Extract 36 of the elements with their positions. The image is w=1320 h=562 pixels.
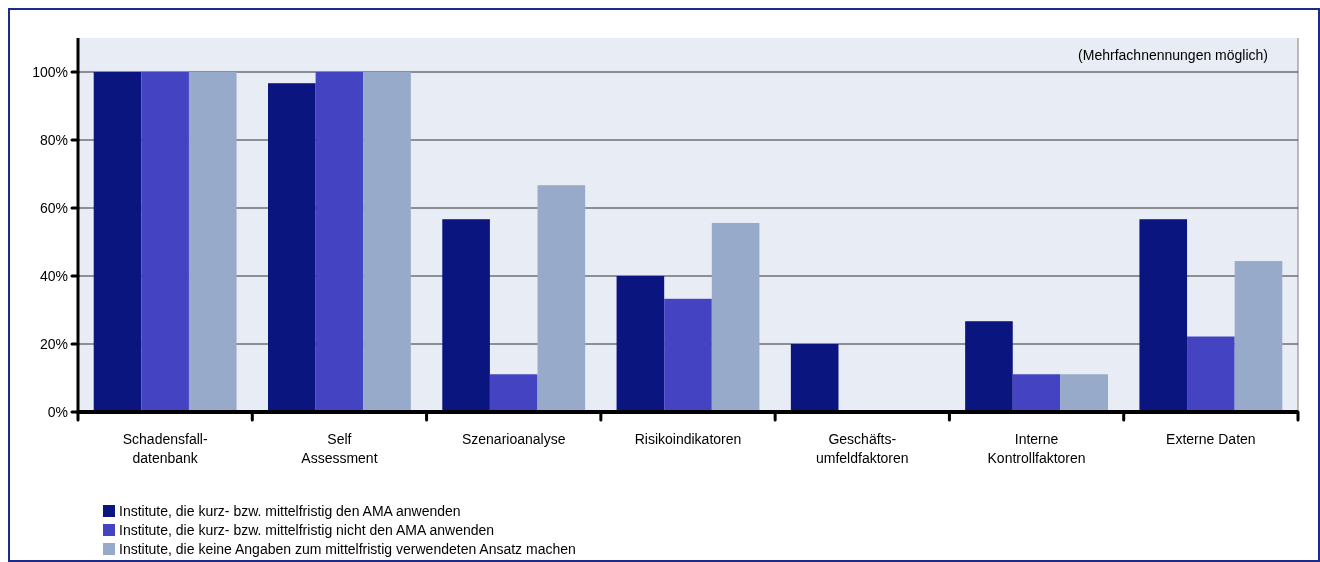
bar xyxy=(1139,219,1188,412)
y-tick-label: 80% xyxy=(39,131,68,148)
legend-label: Institute, die keine Angaben zum mittelfristig verwendeten Ansatz machen xyxy=(119,540,576,557)
bar xyxy=(965,321,1013,412)
bar xyxy=(1012,374,1061,412)
bar xyxy=(268,83,316,412)
y-tick-label: 100% xyxy=(32,63,68,80)
bar xyxy=(664,298,712,412)
bar xyxy=(790,344,839,412)
x-tick-label: Risikoindikatoren xyxy=(634,431,742,447)
bar xyxy=(537,185,586,412)
bar xyxy=(93,72,142,412)
x-tick-label: Szenarioanalyse xyxy=(461,431,566,447)
y-tick-label: 40% xyxy=(39,267,68,284)
bar xyxy=(711,222,760,412)
bar xyxy=(1060,374,1108,412)
bar xyxy=(363,72,411,412)
y-tick-label: 60% xyxy=(39,199,68,216)
x-tick-label: Geschäfts- umfeldfaktoren xyxy=(815,431,909,466)
bar xyxy=(1187,336,1235,412)
legend-label: Institute, die kurz- bzw. mittelfristig den AMA anwenden xyxy=(119,502,461,519)
x-tick-label: Externe Daten xyxy=(1166,431,1256,447)
bar xyxy=(188,72,237,412)
bar xyxy=(1234,261,1283,412)
bar xyxy=(442,219,490,412)
bar xyxy=(616,276,665,412)
y-tick-label: 0% xyxy=(47,403,68,420)
x-tick-label: Self Assessment xyxy=(301,431,378,466)
bar xyxy=(141,72,189,412)
x-tick-label: Interne Kontrollfaktoren xyxy=(987,431,1086,466)
annotation: (Mehrfachnennungen möglich) xyxy=(1078,47,1268,63)
legend-label: Institute, die kurz- bzw. mittelfristig nicht den AMA anwenden xyxy=(119,521,495,538)
y-tick-label: 20% xyxy=(39,335,68,352)
x-tick-label: Schadensfall- datenbank xyxy=(122,431,208,466)
bar xyxy=(315,72,364,412)
bar xyxy=(489,374,538,412)
